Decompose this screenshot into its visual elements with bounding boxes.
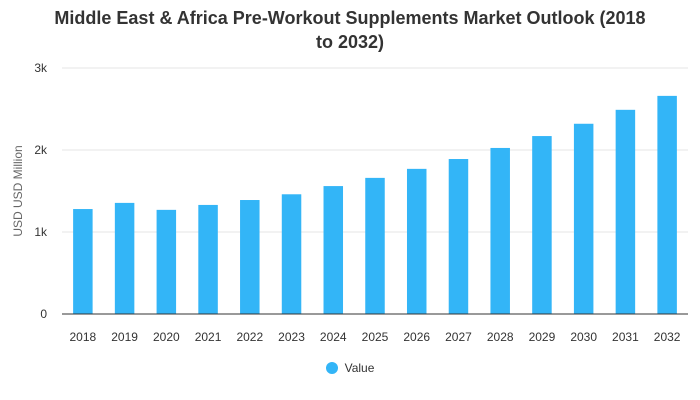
chart-title-line-2: to 2032) bbox=[315, 32, 385, 52]
x-tick-label: 2020 bbox=[153, 330, 180, 344]
x-tick-label: 2024 bbox=[320, 330, 347, 344]
bar bbox=[281, 194, 302, 314]
y-tick-label: 1k bbox=[34, 225, 48, 239]
y-tick-label: 0 bbox=[40, 307, 47, 321]
x-tick-label: 2019 bbox=[111, 330, 138, 344]
bar bbox=[156, 209, 177, 314]
x-tick-label: 2028 bbox=[487, 330, 514, 344]
bar bbox=[406, 168, 427, 314]
x-tick-label: 2029 bbox=[529, 330, 556, 344]
bar bbox=[323, 186, 344, 314]
x-tick-label: 2027 bbox=[445, 330, 472, 344]
x-tick-label: 2025 bbox=[362, 330, 389, 344]
x-tick-label: 2018 bbox=[70, 330, 97, 344]
x-tick-label: 2023 bbox=[278, 330, 305, 344]
x-tick-label: 2026 bbox=[403, 330, 430, 344]
bar bbox=[73, 209, 93, 314]
x-tick-label: 2030 bbox=[570, 330, 597, 344]
legend-label: Value bbox=[344, 361, 375, 375]
y-tick-label: 3k bbox=[34, 61, 48, 75]
bar bbox=[240, 200, 260, 314]
legend: Value bbox=[0, 361, 700, 375]
bar bbox=[573, 123, 594, 314]
bar bbox=[615, 109, 636, 314]
chart-title-line-1: Middle East & Africa Pre-Workout Supplem… bbox=[54, 8, 646, 28]
x-tick-label: 2031 bbox=[612, 330, 639, 344]
x-tick-labels: 2018 2019 2020 2021 2022 2023 2024 2025 2026 2027… bbox=[70, 330, 681, 344]
bar bbox=[198, 204, 218, 314]
y-tick-label: 2k bbox=[34, 143, 48, 157]
bar bbox=[114, 202, 135, 314]
x-tick-label: 2021 bbox=[195, 330, 222, 344]
bar bbox=[490, 147, 510, 314]
bar bbox=[657, 95, 677, 314]
bars bbox=[73, 95, 677, 314]
legend-marker bbox=[325, 362, 338, 374]
y-axis-title: USD USD Million bbox=[11, 145, 25, 236]
bar bbox=[532, 136, 552, 314]
bar bbox=[448, 159, 469, 314]
y-tick-labels: 0 1k 2k 3k bbox=[34, 61, 48, 321]
bar bbox=[365, 177, 385, 314]
x-tick-label: 2032 bbox=[654, 330, 681, 344]
chart-title: Middle East & Africa Pre-Workout Supplem… bbox=[0, 6, 700, 54]
x-tick-label: 2022 bbox=[236, 330, 263, 344]
